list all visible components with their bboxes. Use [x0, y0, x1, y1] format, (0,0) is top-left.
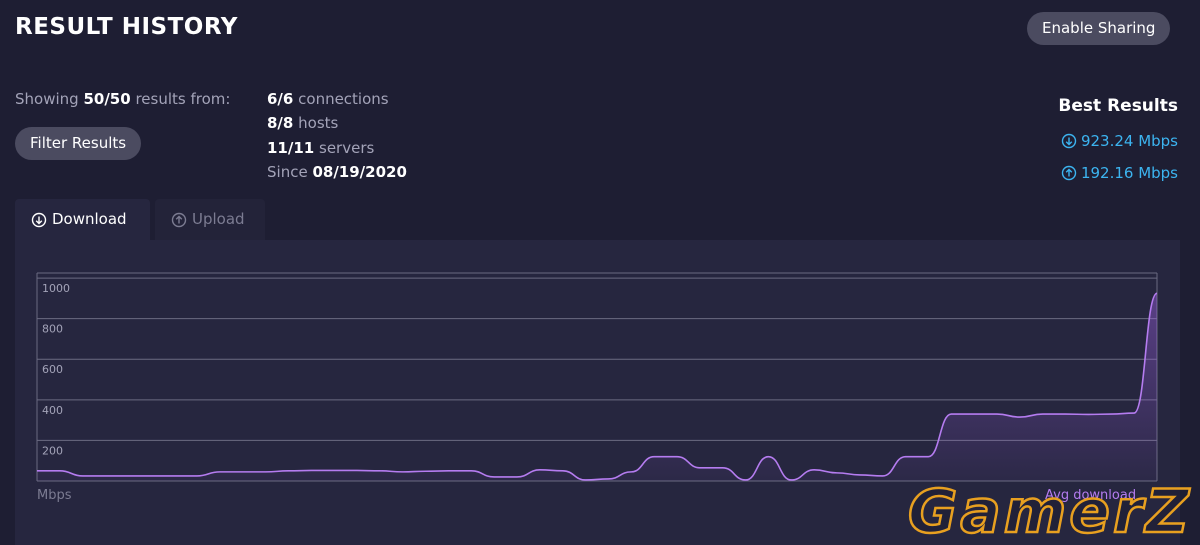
showing-prefix: Showing [15, 90, 79, 108]
since-label: Since [267, 163, 308, 181]
best-upload: 192.16 Mbps [1061, 164, 1178, 182]
best-title: Best Results [1058, 96, 1178, 116]
filter-button[interactable]: Filter Results [15, 127, 142, 160]
showing-suffix: results from: [135, 90, 231, 108]
stat-label: connections [298, 90, 389, 108]
tab-label: Download [52, 210, 127, 228]
line [37, 292, 1158, 481]
stat-count: 8/8 [267, 114, 294, 132]
share-button[interactable]: Enable Sharing [1027, 12, 1171, 45]
stat-line: 11/11 servers [267, 139, 374, 157]
stat-count: 6/6 [267, 90, 294, 108]
best-download: 923.24 Mbps [1061, 132, 1178, 150]
area-fill [37, 293, 1157, 481]
tab-label: Upload [192, 210, 245, 228]
stat-label: hosts [298, 114, 339, 132]
download-speed: 923.24 Mbps [1080, 132, 1178, 150]
download-tab[interactable]: Download [15, 199, 150, 240]
y-tick-label: 600 [42, 363, 63, 376]
legend-entry: Avg download [1045, 488, 1136, 503]
stat-line: Since 08/19/2020 [267, 163, 407, 181]
y-tick-label: 200 [42, 444, 63, 457]
stat-line: 8/8 hosts [267, 114, 338, 132]
y-tick-label: 800 [42, 323, 63, 336]
showing-text: Showing 50/50 results from: [15, 90, 230, 108]
upload-speed: 192.16 Mbps [1080, 164, 1178, 182]
stat-line: 6/6 connections [267, 90, 389, 108]
down-icon [31, 212, 47, 227]
y-tick-label: 1000 [42, 282, 70, 295]
y-tick-label: 400 [42, 404, 63, 417]
up-icon [171, 212, 187, 227]
y-axis-label: Mbps [37, 488, 72, 503]
watermark: GamerZ [908, 477, 1192, 545]
since-date: 08/19/2020 [312, 163, 407, 181]
stat-count: 11/11 [267, 139, 315, 157]
down-icon [1061, 133, 1077, 149]
stat-label: servers [319, 139, 375, 157]
showing-count: 50/50 [83, 90, 131, 108]
chart-panel [15, 240, 1180, 545]
upload-tab[interactable]: Upload [155, 199, 265, 240]
page-title: RESULT HISTORY [15, 14, 238, 40]
up-icon [1061, 165, 1077, 181]
